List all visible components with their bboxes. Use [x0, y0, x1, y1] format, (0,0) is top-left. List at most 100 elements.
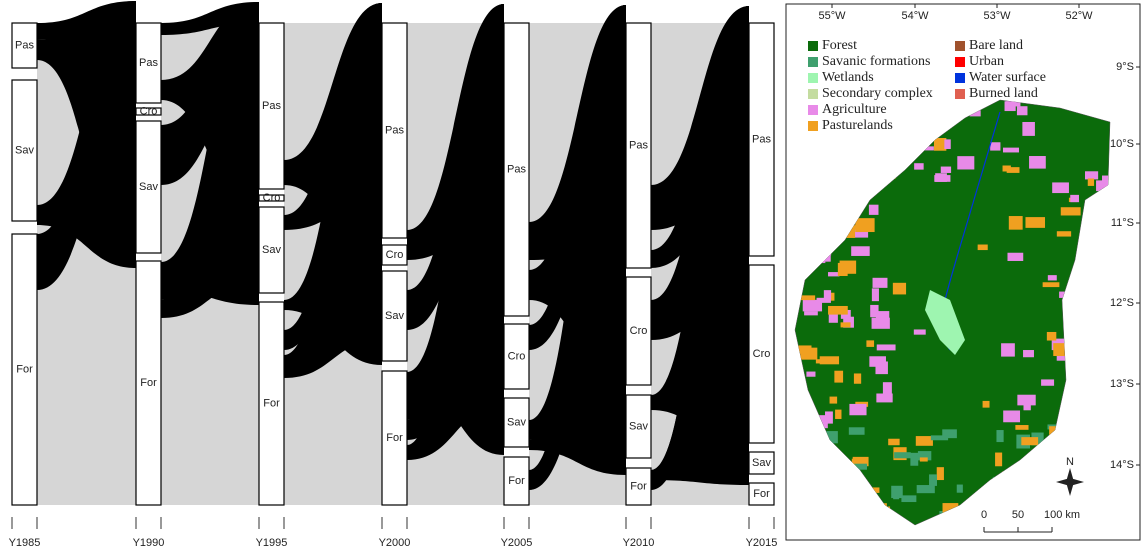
- map-patch: [1001, 343, 1015, 356]
- node-label: Cro: [386, 249, 404, 261]
- map-patch: [838, 263, 848, 276]
- node-label: For: [753, 488, 770, 500]
- node-label: Cro: [140, 105, 158, 117]
- map-patch: [929, 474, 937, 486]
- map-patch: [1023, 350, 1034, 357]
- legend-label: Urban: [969, 54, 1004, 69]
- year-label: Y2000: [379, 537, 411, 549]
- map-patch: [937, 467, 944, 480]
- map-patch: [996, 430, 1003, 442]
- legend-swatch: [808, 121, 818, 131]
- year-label: Y1990: [133, 537, 165, 549]
- node-label: Sav: [385, 310, 404, 322]
- map-patch: [1015, 425, 1028, 430]
- legend-swatch: [955, 41, 965, 51]
- scale-label: 100 km: [1044, 509, 1080, 521]
- map-patch: [1007, 253, 1023, 261]
- legend-swatch: [808, 105, 818, 115]
- node-label: Pas: [139, 57, 158, 69]
- map-patch: [1047, 332, 1056, 341]
- map-patch: [876, 393, 892, 402]
- node-label: Pas: [15, 39, 34, 51]
- map-patch: [816, 359, 828, 363]
- node-label: Pas: [752, 133, 771, 145]
- map-patch: [849, 404, 866, 415]
- legend-label: Water surface: [969, 70, 1046, 85]
- lat-label: 14°S: [1110, 459, 1134, 471]
- lat-label: 13°S: [1110, 378, 1134, 390]
- map-patch: [910, 453, 918, 466]
- node-label: For: [386, 432, 403, 444]
- node-label: Pas: [629, 139, 648, 151]
- legend-swatch: [955, 57, 965, 67]
- map-patch: [1003, 166, 1011, 172]
- map-patch: [854, 373, 861, 383]
- node-label: Sav: [629, 420, 648, 432]
- map-patch: [849, 427, 865, 435]
- lon-label: 53°W: [983, 10, 1011, 22]
- map-patch: [1029, 156, 1046, 169]
- map-patch: [894, 452, 911, 458]
- map-patch: [888, 439, 899, 445]
- node-label: Pas: [262, 100, 281, 112]
- map-patch: [870, 305, 878, 317]
- map-patch: [1021, 437, 1038, 445]
- map-patch: [806, 372, 815, 377]
- year-label: Y1985: [9, 537, 41, 549]
- map-patch: [869, 205, 879, 215]
- map-patch: [835, 410, 841, 419]
- legend-swatch: [808, 89, 818, 99]
- map-patch: [1085, 171, 1098, 179]
- node-label: Sav: [139, 181, 158, 193]
- node-label: Cro: [753, 348, 771, 360]
- map-patch: [1023, 400, 1030, 410]
- node-label: Cro: [630, 325, 648, 337]
- node-label: For: [630, 480, 647, 492]
- map-patch: [800, 295, 815, 300]
- map-patch: [825, 411, 833, 423]
- map-patch: [866, 340, 874, 347]
- node-label: Sav: [15, 144, 34, 156]
- node-label: Pas: [385, 124, 404, 136]
- node-label: Pas: [507, 163, 526, 175]
- map-patch: [893, 283, 906, 295]
- map-patch: [841, 322, 851, 327]
- legend-swatch: [955, 73, 965, 83]
- legend-label: Agriculture: [822, 102, 887, 117]
- lon-label: 55°W: [818, 10, 846, 22]
- map-patch: [830, 397, 838, 404]
- year-label: Y2015: [746, 537, 778, 549]
- lat-label: 9°S: [1116, 61, 1134, 73]
- legend-label: Secondary complex: [822, 86, 933, 101]
- scale-label: 50: [1012, 509, 1024, 521]
- map-patch: [799, 348, 818, 360]
- map-patch: [828, 306, 848, 315]
- map-patch: [901, 495, 916, 502]
- map-patch: [920, 457, 928, 461]
- lat-label: 11°S: [1111, 217, 1134, 229]
- scale-label: 0: [981, 509, 987, 521]
- map-patch: [914, 163, 924, 169]
- lon-label: 52°W: [1065, 10, 1093, 22]
- legend-label: Pasturelands: [822, 118, 893, 133]
- figure: Pas Sav For Pas Cro Sav For Pas Cro Sav For Pas Cro S…: [0, 0, 1146, 549]
- map-patch: [1048, 275, 1057, 280]
- map-patch: [1061, 207, 1081, 215]
- map-patch: [1070, 195, 1079, 202]
- map-patch: [1057, 231, 1071, 236]
- map-patch: [1003, 410, 1020, 422]
- map-patch: [917, 485, 935, 493]
- map-patch: [873, 278, 888, 288]
- map-patch: [1022, 122, 1035, 136]
- map-patch: [893, 492, 899, 499]
- legend-label: Savanic formations: [822, 54, 930, 69]
- map-patch: [1025, 217, 1045, 228]
- map-patch: [944, 139, 950, 149]
- lat-label: 10°S: [1110, 138, 1134, 150]
- legend-swatch: [955, 89, 965, 99]
- node-label: For: [508, 475, 525, 487]
- map-patch: [1009, 216, 1023, 230]
- legend-swatch: [808, 73, 818, 83]
- node-label: Cro: [263, 192, 281, 204]
